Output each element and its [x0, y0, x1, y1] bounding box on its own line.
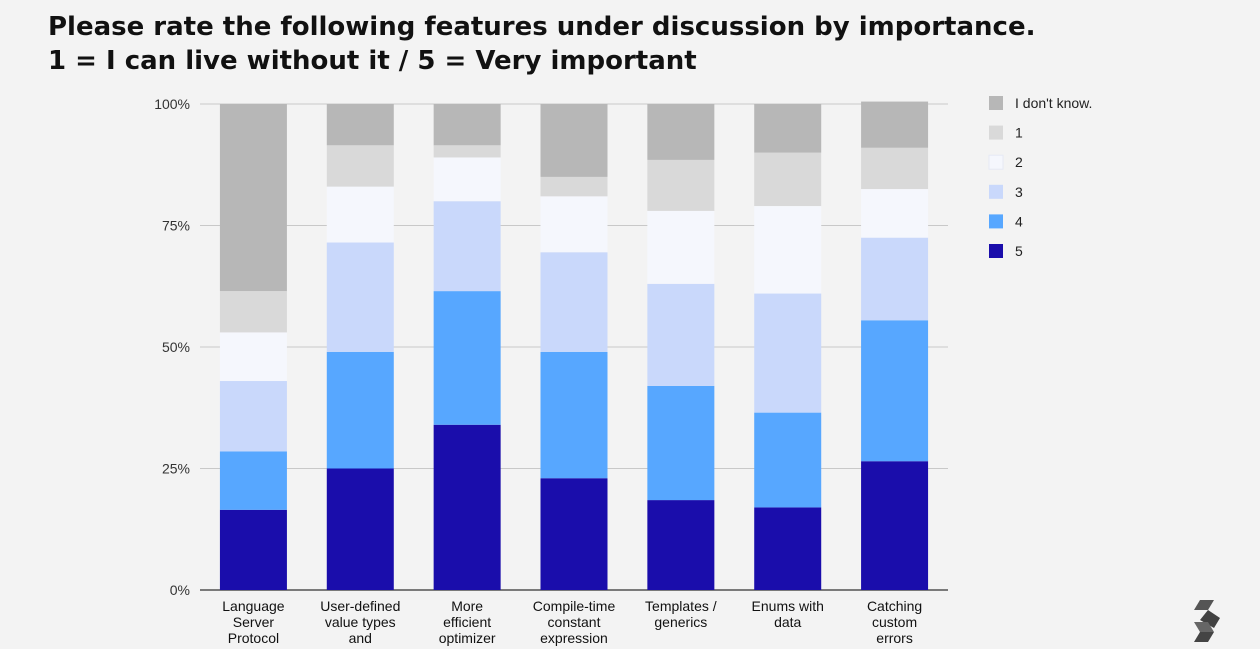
bar-segment-i-don-t-know- [540, 104, 608, 177]
chart-title-line2: 1 = I can live without it / 5 = Very imp… [48, 46, 697, 76]
x-category-label: custom [872, 614, 917, 630]
legend-label: 3 [1015, 184, 1023, 200]
bar-segment-5 [219, 509, 287, 590]
bar-segment-1 [861, 147, 929, 190]
legend-label: 1 [1015, 125, 1023, 141]
bar-segment-3 [647, 283, 715, 386]
chart-title: Please rate the following features under… [48, 10, 1035, 78]
legend-swatch [989, 184, 1003, 199]
x-category-label: optimizer [439, 630, 496, 646]
y-axis-ticks: 0% 25% 50% 75% 100% [154, 96, 190, 598]
bar-segment-1 [540, 176, 608, 197]
solidity-logo-icon [1194, 600, 1220, 642]
x-category-label: (LSP) [236, 646, 272, 649]
chart-title-line1: Please rate the following features under… [48, 12, 1036, 42]
x-category-label: generics [654, 614, 707, 630]
bars [219, 101, 929, 590]
bar-segment-2 [433, 157, 501, 202]
bar-segment-4 [326, 351, 394, 469]
bar-segment-5 [540, 478, 608, 590]
legend-swatch [989, 96, 1003, 110]
legend-swatch [989, 214, 1003, 229]
bar-segment-4 [647, 385, 715, 501]
legend-label: I don't know. [1015, 95, 1092, 111]
x-category-label: Templates / [645, 598, 717, 614]
x-category-label: Protocol [228, 630, 279, 646]
x-category-label: expression [540, 630, 608, 646]
bar-segment-i-don-t-know- [647, 104, 715, 160]
bar-segment-i-don-t-know- [433, 104, 501, 146]
x-category-label: More [451, 598, 483, 614]
y-tick-label: 100% [154, 96, 190, 112]
y-tick-label: 0% [170, 582, 190, 598]
bar-segment-3 [326, 242, 394, 352]
y-tick-label: 25% [162, 461, 190, 477]
bar-segment-5 [647, 500, 715, 590]
bar-segment-3 [219, 381, 287, 452]
legend-label: 5 [1015, 243, 1023, 259]
x-category-label: and [349, 630, 372, 646]
bar-segment-i-don-t-know- [754, 104, 822, 153]
bar-segment-1 [647, 159, 715, 211]
x-category-label: Language [222, 598, 285, 614]
x-category-label: Catching [867, 598, 922, 614]
y-tick-label: 50% [162, 339, 190, 355]
bar-segment-i-don-t-know- [326, 104, 394, 146]
bar-segment-2 [861, 189, 929, 238]
x-category-label: efficient [443, 614, 491, 630]
x-category-label: constant [548, 614, 601, 630]
x-category-label: Enums with [752, 598, 824, 614]
x-category-label: Server [233, 614, 275, 630]
bar-segment-3 [861, 237, 929, 321]
legend-swatch [989, 125, 1003, 140]
bar-segment-2 [754, 206, 822, 294]
bar-segment-4 [219, 451, 287, 510]
x-category-label: User-defined [320, 598, 400, 614]
bar-segment-5 [861, 461, 929, 590]
bar-segment-1 [219, 291, 287, 333]
x-category-label: data [774, 614, 801, 630]
bar-segment-2 [219, 332, 287, 382]
bar-segment-i-don-t-know- [861, 101, 929, 148]
bar-segment-4 [861, 320, 929, 462]
x-category-label: Compile-time [533, 598, 616, 614]
y-tick-label: 75% [162, 218, 190, 234]
bar-segment-4 [433, 291, 501, 425]
bar-segment-5 [433, 424, 501, 590]
legend: I don't know. 1 2 3 4 5 [988, 95, 1092, 259]
bar-segment-3 [754, 293, 822, 413]
bar-segment-3 [540, 252, 608, 352]
bar-segment-4 [754, 412, 822, 508]
x-category-label: errors [876, 630, 913, 646]
bar-segment-1 [326, 145, 394, 187]
bar-segment-5 [754, 507, 822, 590]
legend-swatch [988, 154, 1004, 170]
legend-label: 2 [1015, 154, 1023, 170]
bar-segment-3 [433, 201, 501, 292]
legend-swatch [989, 244, 1003, 258]
bar-segment-2 [326, 186, 394, 243]
bar-segment-5 [326, 468, 394, 590]
bar-segment-i-don-t-know- [219, 104, 287, 292]
bar-segment-4 [540, 351, 608, 479]
bar-segment-1 [433, 145, 501, 158]
legend-label: 4 [1015, 213, 1023, 229]
bar-segment-1 [754, 152, 822, 207]
x-category-label: value types [325, 614, 396, 630]
bar-segment-2 [540, 196, 608, 253]
bar-segment-2 [647, 210, 715, 284]
x-category-label: evaluation [542, 646, 606, 649]
